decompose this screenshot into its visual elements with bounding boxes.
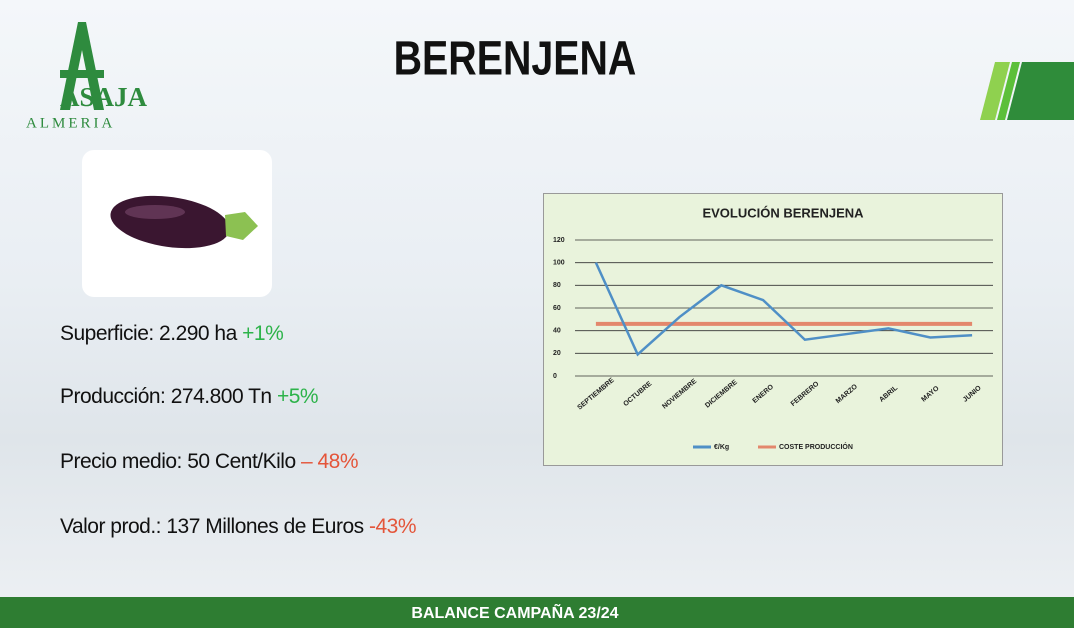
y-tick-label: 120: [553, 237, 565, 244]
legend-label: COSTE PRODUCCIÓN: [779, 442, 853, 451]
stat: Superficie: 2.290 ha +1%: [60, 322, 283, 346]
title: BERENJENA: [394, 32, 637, 86]
y-tick-label: 60: [553, 305, 561, 312]
logo-bar: [60, 70, 104, 78]
chart-title: EVOLUCIÓN BERENJENA: [702, 205, 864, 220]
stat-change: – 48%: [301, 450, 358, 473]
y-tick-label: 40: [553, 328, 561, 335]
y-tick-label: 80: [553, 282, 561, 289]
y-tick-label: 0: [553, 373, 557, 380]
legend-label: €/Kg: [714, 444, 729, 451]
footer: BALANCE CAMPAÑA 23/24: [411, 602, 618, 622]
stat-change: +1%: [242, 322, 283, 345]
eggplant-shine: [125, 205, 185, 219]
stat: Producción: 274.800 Tn +5%: [60, 385, 318, 409]
stat: Precio medio: 50 Cent/Kilo – 48%: [60, 450, 358, 474]
y-tick-label: 100: [553, 260, 565, 267]
stat-label: Producción: 274.800 Tn: [60, 385, 272, 408]
stat-label: Superficie: 2.290 ha: [60, 322, 237, 345]
stat: Valor prod.: 137 Millones de Euros -43%: [60, 515, 416, 539]
stat-change: -43%: [369, 515, 416, 538]
logo-region: ALMERIA: [26, 115, 115, 131]
chart-frame: [544, 194, 1003, 466]
chart: EVOLUCIÓN BERENJENA 020406080100120SEPTI…: [543, 193, 1003, 466]
stat-label: Precio medio: 50 Cent/Kilo: [60, 450, 296, 473]
stat-change: +5%: [277, 385, 318, 408]
y-tick-label: 20: [553, 350, 561, 357]
logo-name: ASAJA: [60, 82, 148, 112]
slide: ASAJA ALMERIA BERENJENA BALANCE CAMPAÑA …: [0, 0, 1074, 628]
stat-label: Valor prod.: 137 Millones de Euros: [60, 515, 364, 538]
